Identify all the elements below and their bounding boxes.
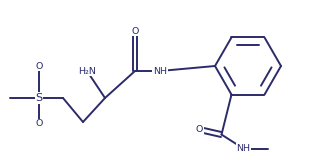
Text: O: O: [35, 61, 43, 71]
Text: NH: NH: [237, 144, 251, 153]
Text: O: O: [196, 125, 203, 134]
Text: S: S: [35, 93, 43, 103]
Text: O: O: [131, 27, 139, 36]
Text: NH: NH: [153, 67, 167, 76]
Text: H₂N: H₂N: [78, 67, 96, 76]
Text: O: O: [35, 120, 43, 128]
